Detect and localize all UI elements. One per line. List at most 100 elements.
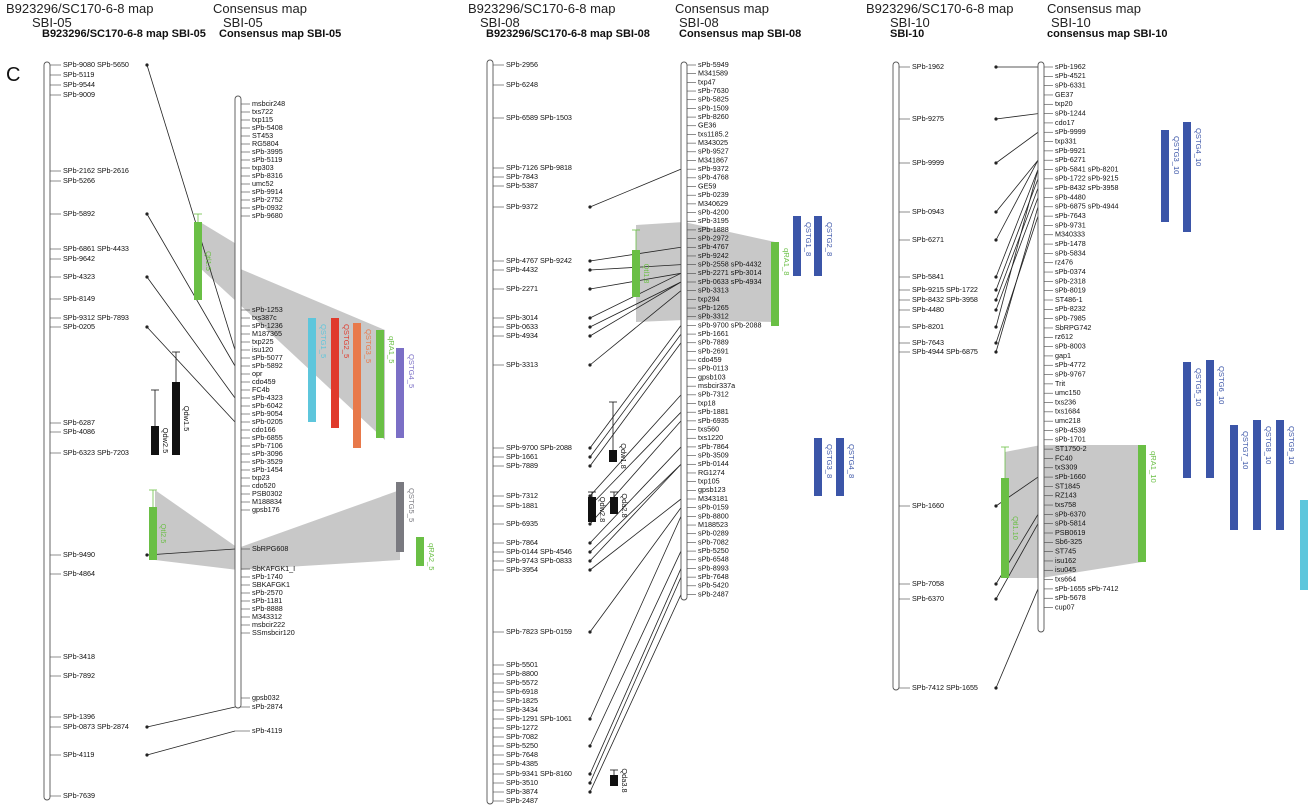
qtl-label-right: QSTG6_10 — [1217, 366, 1226, 404]
left-marker-label: SPb-2271 — [506, 284, 538, 293]
left-marker-label: SPb-4480 — [912, 305, 944, 314]
marker-connector — [995, 197, 1039, 311]
left-marker-label: SPb-9700 SPb-2088 — [506, 443, 572, 452]
header-sbi10-right-line1: Consensus map — [1047, 1, 1141, 16]
right-marker-label: sPb-0113 — [698, 364, 728, 373]
qtl-label-right: QSTG5_10 — [1194, 368, 1203, 406]
left-marker-label: SPb-7058 — [912, 579, 944, 588]
marker-connector — [995, 169, 1039, 328]
right-marker-label: sPb-5841 sPb-8201 — [1055, 164, 1119, 173]
left-marker-label: SPb-5250 — [506, 741, 538, 750]
right-marker-label: txs236 — [1055, 397, 1076, 406]
right-marker-label: sPb-2271 sPb-3014 — [698, 268, 762, 277]
right-marker-label: sPb-9242 — [698, 251, 729, 260]
right-marker-label: sPb-0205 — [252, 417, 283, 426]
right-marker-label: sPb-1478 — [1055, 239, 1086, 248]
right-marker-label: txp18 — [698, 398, 716, 407]
right-marker-label: sPb-1661 — [698, 329, 729, 338]
qtl-bar-left — [1001, 478, 1009, 578]
qtl-label-left: Qtl1.5 — [204, 251, 213, 271]
right-marker-label: sPb-0374 — [1055, 267, 1086, 276]
right-marker-label: SbRPG742 — [1055, 323, 1091, 332]
left-marker-label: SPb-8800 — [506, 669, 538, 678]
qtl-label-right: QSTG7_10 — [1241, 431, 1250, 469]
right-marker-label: sPb-9731 — [1055, 220, 1086, 229]
right-marker-label: sPb-4323 — [252, 393, 283, 402]
left-marker-label: SPb-9372 — [506, 202, 538, 211]
right-marker-label: sPb-9680 — [252, 211, 283, 220]
right-marker-label: txs1684 — [1055, 407, 1080, 416]
right-marker-label: rz476 — [1055, 258, 1073, 267]
left-marker-label: SPb-1962 — [912, 62, 944, 71]
left-marker-label: SPb-7648 — [506, 750, 538, 759]
right-marker-label: txp23 — [252, 473, 270, 482]
header-sbi08-right-bold: Consensus map SBI-08 — [679, 28, 802, 41]
qtl-bar-right — [331, 318, 339, 428]
right-marker-label: sPb-3509 — [698, 451, 729, 460]
qtl-label-left: Qtl2.5 — [159, 524, 168, 544]
right-marker-label: sPb-9999 — [1055, 127, 1086, 136]
qtl-label-left: Qtl1.8 — [642, 264, 651, 284]
marker-connector — [589, 594, 682, 793]
right-marker-label: sPb-3313 — [698, 286, 729, 295]
chromosome-right-sbi05 — [234, 95, 242, 709]
right-marker-label: PSB0302 — [252, 489, 282, 498]
qtl-bar-right — [814, 438, 822, 496]
right-marker-label: sPb-8888 — [252, 604, 283, 613]
right-marker-label: txs387c — [252, 313, 277, 322]
right-marker-label: M341589 — [698, 69, 728, 78]
right-marker-label: txS309 — [1055, 463, 1077, 472]
right-marker-label: ST745 — [1055, 547, 1076, 556]
qtl-label-right: qRA1_8 — [782, 248, 791, 275]
linkage-group-sbi08: SPb-2956 SPb-6248 SPb-6589 SPb-1503 SPb-712… — [487, 60, 856, 805]
left-marker-label: SPb-1396 — [63, 712, 95, 721]
right-marker-label: cup07 — [1055, 602, 1075, 611]
left-marker-label: SPb-9642 — [63, 254, 95, 263]
right-marker-label: RG1274 — [698, 468, 725, 477]
right-marker-label: sPb-2318 — [1055, 276, 1086, 285]
header-sbi08-right-line2: SBI-08 — [679, 14, 719, 30]
right-marker-label: sPb-4768 — [698, 173, 729, 182]
left-marker-label: SPb-6918 — [506, 687, 538, 696]
right-marker-label: RZ143 — [1055, 491, 1077, 500]
marker-connector — [995, 159, 1039, 213]
left-marker-label: SPb-3313 — [506, 360, 538, 369]
qtl-label-right: QSTG1_5 — [319, 324, 328, 358]
marker-connector — [146, 213, 236, 367]
marker-connector — [589, 463, 682, 553]
right-marker-label: sPb-9767 — [1055, 369, 1086, 378]
right-marker-label: txp225 — [252, 337, 274, 346]
right-marker-label: txs722 — [252, 107, 273, 116]
right-marker-label: sPb-5825 — [698, 95, 729, 104]
left-marker-label: SPb-6323 SPb-7203 — [63, 448, 129, 457]
left-marker-label: SPb-1825 — [506, 696, 538, 705]
left-marker-label: SPb-7889 — [506, 461, 538, 470]
left-marker-label: SPb-1660 — [912, 501, 944, 510]
marker-connector — [995, 169, 1039, 278]
right-marker-label: ST1750-2 — [1055, 444, 1087, 453]
left-marker-label: SPb-3874 — [506, 787, 538, 796]
chromosome-left-sbi10 — [892, 61, 900, 691]
qtl-bar-left — [588, 497, 596, 522]
marker-connector — [995, 160, 1039, 241]
qtl-bar-right — [1253, 420, 1261, 530]
left-marker-label: SPb-0873 SPb-2874 — [63, 722, 129, 731]
right-marker-label: sPb-1265 — [698, 303, 729, 312]
left-marker-label: SPb-7639 — [63, 791, 95, 800]
right-marker-label: sPb-7630 — [698, 86, 729, 95]
left-marker-label: SPb-0633 — [506, 322, 538, 331]
right-marker-label: isu045 — [1055, 565, 1076, 574]
right-marker-label: sPb-5119 — [252, 155, 282, 164]
right-marker-label: sPb-6855 — [252, 433, 283, 442]
right-marker-label: sPb-5420 — [698, 581, 729, 590]
qtl-label-right: qRA1_10 — [1149, 451, 1158, 483]
right-marker-label: sPb-0633 sPb-4934 — [698, 277, 762, 286]
right-marker-label: SBKAFGK1 — [252, 580, 290, 589]
marker-connector — [995, 206, 1039, 353]
qtl-label-right: QSTG4_5 — [407, 354, 416, 388]
right-marker-label: sPb-5949 — [698, 60, 729, 69]
right-marker-label: sPb-3312 — [698, 312, 729, 321]
right-marker-label: sPb-1740 — [252, 572, 283, 581]
